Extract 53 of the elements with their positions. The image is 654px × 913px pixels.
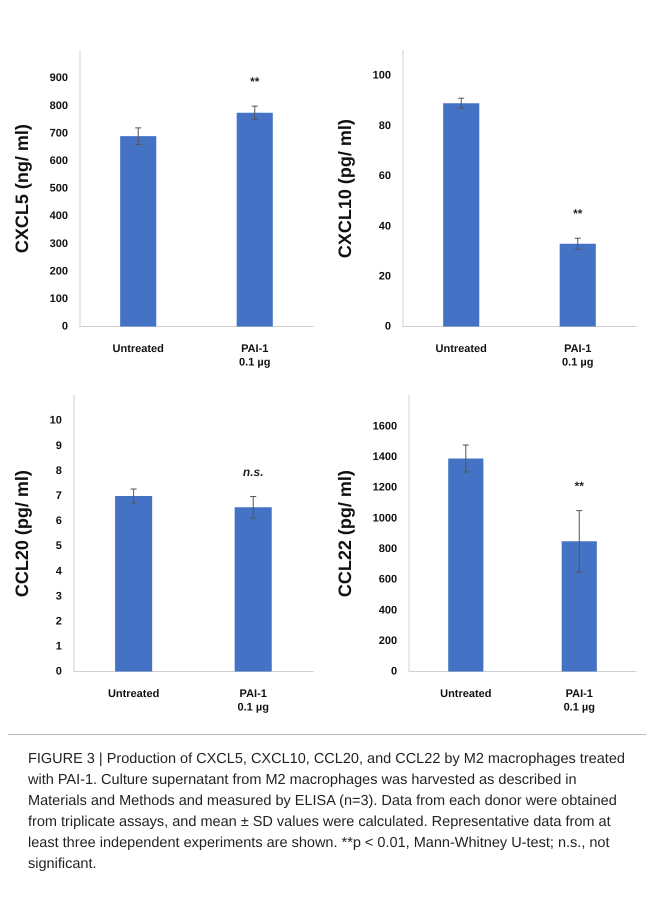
caption: FIGURE 3 | Production of CXCL5, CXCL10, CCL20, and CCL22 by M2 macrophages treated with PAI-1. Culture supernatant from M2 macrophages was harvested as described in Materials and Methods and measured by ELISA (n=3). Data from each donor were obtained from triplicate assays, and mean ± SD values were calculated. Representative data from at least three independent experiments are shown. **p < 0.01, Mann-Whitney U-test; n.s., not significant. — [8, 734, 646, 876]
y-tick-label: 800 — [50, 100, 68, 112]
y-tick-label: 100 — [372, 70, 391, 82]
y-tick-label: 500 — [50, 182, 68, 195]
y-tick-label: 0 — [62, 320, 68, 333]
annotation: ** — [250, 74, 260, 88]
y-tick-label: 20 — [378, 270, 391, 282]
y-axis-title: CXCL10 (pg/ ml) — [334, 119, 355, 258]
annotation: ** — [573, 206, 583, 221]
y-tick-label: 6 — [56, 515, 62, 528]
x-tick-label: Untreated — [436, 343, 487, 356]
x-tick-label: Untreated — [440, 688, 492, 700]
y-tick-label: 100 — [50, 293, 68, 306]
y-tick-label: 4 — [56, 565, 63, 578]
y-tick-label: 40 — [378, 220, 391, 232]
y-tick-label: 0 — [56, 666, 62, 678]
y-axis-title: CXCL5 (ng/ ml) — [12, 124, 32, 254]
y-tick-label: 600 — [378, 574, 398, 586]
y-tick-label: 60 — [378, 170, 391, 182]
y-axis-title: CCL22 (pg/ ml) — [334, 470, 355, 598]
y-tick-label: 400 — [50, 210, 68, 222]
y-axis-title: CCL20 (pg/ ml) — [12, 470, 32, 598]
y-tick-label: 1600 — [372, 420, 398, 432]
y-tick-label: 800 — [378, 542, 398, 555]
y-tick-label: 1200 — [372, 482, 398, 494]
y-tick-label: 600 — [50, 155, 68, 168]
y-tick-label: 400 — [378, 604, 398, 616]
x-tick-label: PAI-1 0.1 µg — [562, 343, 594, 368]
y-tick-label: 10 — [50, 414, 62, 427]
y-tick-label: 900 — [50, 72, 68, 84]
x-tick-label: Untreated — [108, 688, 160, 700]
y-tick-label: 700 — [50, 127, 68, 140]
x-tick-label: Untreated — [112, 343, 164, 356]
y-tick-label: 9 — [56, 440, 62, 452]
y-tick-label: 200 — [50, 265, 68, 278]
x-tick-label: PAI-1 0.1 µg — [239, 343, 270, 368]
annotation: ** — [574, 478, 584, 493]
y-tick-label: 1 — [56, 640, 62, 653]
y-tick-label: 0 — [384, 320, 391, 333]
x-tick-label: PAI-1 0.1 µg — [564, 688, 595, 714]
x-tick-label: PAI-1 0.1 µg — [238, 688, 269, 714]
y-tick-label: 200 — [378, 634, 398, 647]
y-tick-label: 0 — [390, 666, 398, 678]
y-tick-label: 1000 — [372, 512, 398, 524]
y-tick-label: 1400 — [372, 450, 398, 463]
y-tick-label: 3 — [56, 590, 62, 602]
annotation: n.s. — [242, 464, 264, 479]
y-tick-label: 80 — [378, 120, 391, 132]
y-tick-label: 2 — [56, 615, 62, 628]
y-tick-label: 5 — [56, 540, 62, 552]
y-tick-label: 8 — [56, 464, 62, 477]
y-tick-label: 300 — [50, 238, 68, 250]
y-tick-label: 7 — [56, 490, 62, 502]
